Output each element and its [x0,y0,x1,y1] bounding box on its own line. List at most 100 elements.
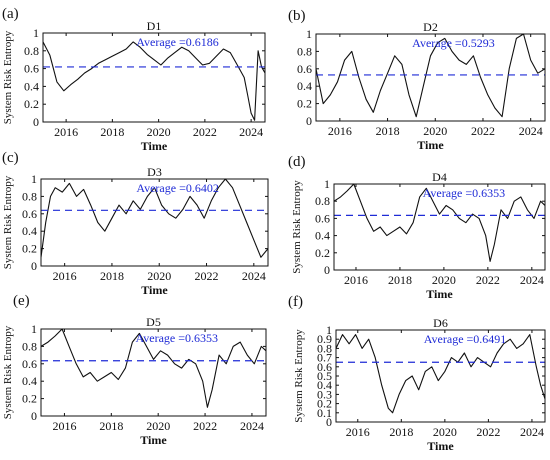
y-tick-label: 0.9 [317,332,332,346]
x-tick-label: 2016 [346,425,370,439]
chart-title: D3 [147,165,162,179]
average-label: Average =0.6353 [423,186,506,200]
y-tick-label: 0.2 [22,392,37,406]
y-tick-label: 0.8 [22,189,37,203]
panel-label: (a) [2,6,19,22]
y-tick-label: 0 [31,259,37,273]
y-tick-label: 0 [33,115,39,129]
x-tick-label: 2020 [146,419,170,433]
x-tick-label: 2018 [100,269,124,283]
y-tick-label: 0 [326,415,332,429]
y-tick-label: 0.4 [317,378,332,392]
axes-frame [40,178,269,267]
series-line [40,178,269,258]
chart-panel-d4: (d) D4 Average =0.6353 0 0.2 0.4 0.6 0.8 1 2016 20… [288,154,546,301]
y-tick-label: 0.4 [22,224,37,238]
y-tick-label: 0.6 [22,357,37,371]
x-tick-label: 2018 [100,125,124,139]
y-tick-label: 1 [31,322,37,336]
panel-label: (c) [2,150,19,166]
panel-label: (d) [288,154,306,170]
average-label: Average =0.6402 [136,181,219,195]
y-tick-label: 0.8 [317,341,332,355]
series-line [335,334,546,414]
x-tick-label: 2024 [520,273,544,287]
y-tick-label: 0.8 [315,194,330,208]
chart-panel-d5: (e) D5 Average =0.6353 0 0.2 0.4 0.6 0.8 1 2016 20… [2,293,267,447]
chart-panel-d3: (c) D3 Average =0.6402 0 0.2 0.4 0.6 0.8 1 2016 20… [2,150,269,297]
chart-title: D2 [423,20,438,34]
x-axis-label: Time [426,287,453,301]
y-tick-label: 0.1 [317,406,332,420]
axes-frame [315,33,546,122]
x-axis-label: Time [427,439,454,453]
y-tick-label: 0.8 [297,44,312,58]
panel-label: (f) [288,294,303,310]
y-tick-label: 0.6 [297,62,312,76]
y-axis-label: System Risk Entropy [291,180,303,274]
x-tick-label: 2016 [54,125,78,139]
average-label: Average =0.6491 [424,332,507,346]
x-tick-label: 2018 [388,273,412,287]
x-axis-label: Time [141,139,168,153]
chart-panels: (a) D1 Average =0.6186 0 0.2 0.4 0.6 0.8 1 2016 20… [2,6,546,453]
chart-title: D5 [146,315,161,329]
y-tick-label: 0.4 [297,79,312,93]
series-line [42,41,266,121]
x-tick-label: 2016 [328,124,352,138]
y-tick-label: 0 [306,114,312,128]
x-tick-label: 2020 [432,273,456,287]
y-tick-label: 0 [31,409,37,423]
x-axis-label: Time [417,138,444,152]
x-tick-label: 2024 [240,419,264,433]
x-tick-label: 2022 [471,124,495,138]
average-label: Average =0.6353 [136,331,219,345]
x-tick-label: 2020 [423,124,447,138]
y-tick-label: 0.2 [317,397,332,411]
y-tick-label: 0.5 [317,369,332,383]
x-tick-label: 2020 [147,269,171,283]
series-line [333,183,546,262]
x-tick-label: 2022 [193,419,217,433]
x-tick-label: 2016 [344,273,368,287]
chart-panel-d1: (a) D1 Average =0.6186 0 0.2 0.4 0.6 0.8 1 2016 20… [2,6,266,153]
x-tick-label: 2016 [52,419,76,433]
y-tick-label: 0.2 [24,97,39,111]
y-tick-label: 0.4 [315,229,330,243]
y-tick-label: 0.2 [22,242,37,256]
chart-title: D1 [147,19,162,33]
y-tick-label: 0.6 [22,207,37,221]
x-tick-label: 2024 [242,269,266,283]
y-tick-label: 0.8 [24,44,39,58]
y-tick-label: 0.4 [22,374,37,388]
axes-frame [40,328,267,417]
chart-title: D4 [432,170,447,184]
x-tick-label: 2024 [520,425,544,439]
axes-frame [42,32,266,123]
y-tick-label: 0.2 [297,97,312,111]
x-axis-label: Time [140,433,167,447]
y-tick-label: 0 [324,263,330,277]
x-tick-label: 2020 [147,125,171,139]
y-axis-label: System Risk Entropy [2,175,14,269]
x-tick-label: 2022 [195,269,219,283]
y-tick-label: 1 [324,177,330,191]
y-axis-label: System Risk Entropy [2,30,14,124]
y-axis-label: System Risk Entropy [2,325,14,419]
y-tick-label: 0.6 [24,62,39,76]
y-tick-label: 1 [326,323,332,337]
x-tick-label: 2024 [519,124,543,138]
x-tick-label: 2022 [193,125,217,139]
y-tick-label: 0.2 [315,246,330,260]
y-tick-label: 1 [31,172,37,186]
x-tick-label: 2018 [376,124,400,138]
y-tick-label: 0.6 [317,360,332,374]
x-tick-label: 2022 [476,425,500,439]
series-line [40,328,267,408]
x-tick-label: 2018 [389,425,413,439]
chart-panel-d2: (b) D2 Average =0.5293 0 0.2 0.4 0.6 0.8 1 2016 20… [288,8,546,152]
x-tick-label: 2024 [239,125,263,139]
